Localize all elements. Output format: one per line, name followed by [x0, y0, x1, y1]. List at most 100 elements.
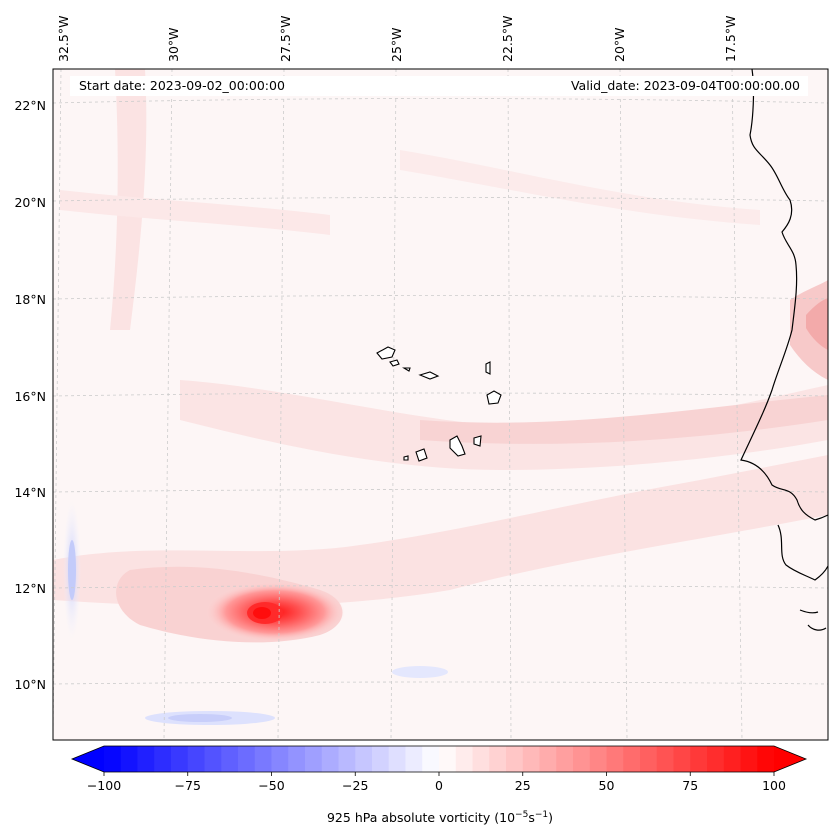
grid-lon-20: [619, 69, 628, 740]
colorbar-cell: [455, 746, 474, 772]
colorbar-cells: [104, 746, 775, 772]
lat-label-18: 18°N: [14, 292, 46, 307]
island-santiago: [449, 435, 466, 457]
lat-label-12: 12°N: [14, 581, 46, 596]
colorbar-cell: [623, 746, 641, 772]
grid-lon-25: [390, 69, 397, 740]
grid-lon-27-5: [277, 69, 285, 740]
colorbar-tick-label: 25: [515, 778, 531, 793]
grid-lon-17-5: [731, 69, 743, 740]
grid-lon-22-5: [507, 69, 512, 740]
pink-band-mid: [180, 380, 828, 470]
valid-date-label: Valid_date: 2023-09-04T00:00:00.00: [571, 78, 800, 93]
colorbar-cell: [506, 746, 524, 772]
pink-band-north: [60, 190, 330, 235]
colorbar-cell: [338, 746, 356, 772]
vorticity-field: [53, 69, 828, 740]
colorbar-cell: [388, 746, 407, 772]
grid-lat-20: [53, 197, 828, 202]
grid-lat-12: [53, 585, 828, 589]
coastlines: [740, 69, 828, 631]
colorbar-cell: [723, 746, 742, 772]
grid-lat-16: [53, 392, 828, 397]
lon-label-25: 25°W: [389, 27, 404, 62]
colorbar-cell: [288, 746, 306, 772]
colorbar-cell: [539, 746, 557, 772]
lat-label-14: 14°N: [14, 485, 46, 500]
colorbar-cell: [439, 746, 457, 772]
grid-lon-30: [163, 69, 173, 740]
colorbar-cell: [171, 746, 189, 772]
colorbar-tick-label: 100: [762, 778, 786, 793]
colorbar-cell: [254, 746, 273, 772]
lon-label-20: 20°W: [612, 27, 627, 62]
colorbar-cell: [305, 746, 323, 772]
colorbar-cell: [673, 746, 691, 772]
map-frame: [52, 68, 829, 741]
lat-label-10: 10°N: [14, 677, 46, 692]
colorbar-cell: [204, 746, 222, 772]
colorbar-tick-label: 75: [682, 778, 698, 793]
colorbar-cell: [740, 746, 758, 772]
bijagos-islands: [799, 609, 827, 631]
island-sao-vicente: [389, 359, 400, 367]
island-fogo: [415, 448, 428, 462]
island-brava: [403, 455, 409, 461]
lon-label-27-5: 27.5°W: [278, 16, 293, 62]
info-box-background: [70, 76, 808, 96]
colorbar-cell: [355, 746, 373, 772]
grid-lat-10: [53, 681, 828, 685]
colorbar-cell: [690, 746, 708, 772]
vortex-core: [253, 607, 271, 619]
colorbar-cell: [606, 746, 624, 772]
colorbar-cell: [221, 746, 239, 772]
blue-streak-south-core: [168, 714, 232, 722]
colorbar-extend-high: [774, 746, 806, 772]
colorbar-ticks: −100 −75 −50 −25 0 25 50 75 100: [87, 772, 786, 793]
graticule: [53, 69, 828, 740]
pink-coastal-east-core: [806, 298, 828, 350]
colorbar-cell: [120, 746, 139, 772]
colorbar-extend-low: [72, 746, 104, 772]
latitude-labels: 22°N 20°N 18°N 16°N 14°N 12°N 10°N: [14, 98, 46, 692]
colorbar-cell: [422, 746, 440, 772]
colorbar-tick-label: −100: [87, 778, 121, 793]
colorbar-cell: [104, 746, 122, 772]
colorbar-cell: [271, 746, 289, 772]
start-date-label: Start date: 2023-09-02_00:00:00: [79, 78, 285, 93]
africa-coastline: [740, 69, 828, 521]
info-box: Start date: 2023-09-02_00:00:00 Valid_da…: [70, 76, 808, 96]
pink-band-south: [53, 455, 828, 607]
colorbar-cell: [238, 746, 256, 772]
blue-patch-south-center: [392, 666, 448, 678]
colorbar-cell: [589, 746, 608, 772]
lon-label-22-5: 22.5°W: [500, 16, 515, 62]
colorbar-cell: [372, 746, 390, 772]
lon-label-17-5: 17.5°W: [723, 16, 738, 62]
africa-coastline-guinea: [777, 524, 828, 581]
colorbar-cell: [137, 746, 155, 772]
colorbar-cell: [656, 746, 675, 772]
island-boa-vista: [486, 390, 502, 405]
pink-band-north-east: [400, 150, 760, 225]
colorbar-tick-label: −75: [175, 778, 201, 793]
colorbar-cell: [187, 746, 206, 772]
lon-label-30: 30°W: [166, 27, 181, 62]
colorbar-cell: [522, 746, 541, 772]
colorbar-cell: [640, 746, 658, 772]
island-santa-luzia: [402, 367, 411, 372]
lat-label-22: 22°N: [14, 98, 46, 113]
island-maio: [473, 435, 482, 447]
colorbar-cell: [573, 746, 591, 772]
colorbar-cell: [154, 746, 172, 772]
lon-label-32-5: 32.5°W: [56, 16, 71, 62]
colorbar-cell: [707, 746, 725, 772]
colorbar-tick-label: 50: [599, 778, 615, 793]
lat-label-20: 20°N: [14, 195, 46, 210]
colorbar-tick-label: 0: [435, 778, 443, 793]
grid-lat-14: [53, 489, 828, 493]
lat-label-16: 16°N: [14, 389, 46, 404]
colorbar-cell: [556, 746, 574, 772]
grid-lat-22: [53, 98, 828, 104]
